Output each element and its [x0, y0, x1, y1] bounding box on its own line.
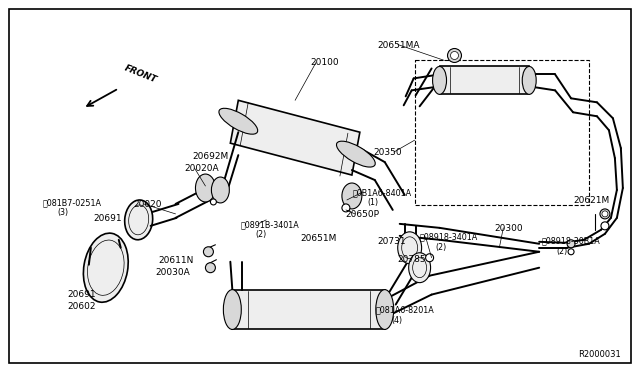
Text: (1): (1): [368, 198, 379, 207]
Text: 20650P: 20650P: [345, 210, 379, 219]
Text: 20692M: 20692M: [193, 152, 228, 161]
Ellipse shape: [337, 141, 375, 167]
Ellipse shape: [433, 67, 447, 94]
Text: 20651MA: 20651MA: [378, 41, 420, 49]
Ellipse shape: [125, 200, 153, 240]
Text: 20020A: 20020A: [184, 164, 219, 173]
Circle shape: [205, 263, 216, 273]
Bar: [415, 61, 589, 205]
Text: Ⓑ081B7-0251A: Ⓑ081B7-0251A: [43, 198, 102, 207]
Text: 20731: 20731: [378, 237, 406, 246]
Polygon shape: [230, 100, 360, 175]
Circle shape: [451, 51, 458, 60]
Circle shape: [600, 209, 610, 219]
Text: Ⓚ08918-30B1A: Ⓚ08918-30B1A: [541, 237, 600, 246]
Text: (2): (2): [436, 243, 447, 252]
Text: 20100: 20100: [310, 58, 339, 67]
Ellipse shape: [409, 253, 431, 283]
Text: (3): (3): [57, 208, 68, 217]
Ellipse shape: [397, 232, 422, 264]
Text: 20691: 20691: [94, 214, 122, 223]
Ellipse shape: [223, 290, 241, 330]
Ellipse shape: [211, 177, 229, 203]
Text: 20350: 20350: [374, 148, 403, 157]
Circle shape: [601, 222, 609, 230]
Text: 20621M: 20621M: [573, 196, 609, 205]
Ellipse shape: [342, 183, 362, 209]
Circle shape: [342, 204, 350, 212]
Text: Ⓚ0891B-3401A: Ⓚ0891B-3401A: [240, 220, 299, 229]
Text: 20651M: 20651M: [300, 234, 337, 243]
Circle shape: [426, 254, 433, 262]
Ellipse shape: [195, 174, 216, 202]
Text: 20785: 20785: [397, 255, 426, 264]
Text: R2000031: R2000031: [578, 350, 621, 359]
Circle shape: [602, 211, 608, 217]
Ellipse shape: [522, 67, 536, 94]
Ellipse shape: [83, 233, 128, 302]
Text: (4): (4): [392, 315, 403, 324]
Text: Ⓑ0B1A6-8401A: Ⓑ0B1A6-8401A: [353, 188, 412, 197]
Circle shape: [447, 48, 461, 62]
Text: 20300: 20300: [494, 224, 523, 233]
Circle shape: [567, 240, 575, 248]
Ellipse shape: [376, 290, 394, 330]
Ellipse shape: [219, 108, 258, 134]
Circle shape: [211, 199, 216, 205]
Circle shape: [568, 249, 574, 255]
Circle shape: [204, 247, 213, 257]
Text: Ⓚ08918-3401A: Ⓚ08918-3401A: [420, 233, 478, 242]
Text: 20611N: 20611N: [159, 256, 194, 265]
Text: 20020: 20020: [134, 200, 162, 209]
Text: Ⓑ081A6-8201A: Ⓑ081A6-8201A: [376, 305, 435, 315]
Polygon shape: [440, 67, 529, 94]
Text: 20030A: 20030A: [156, 268, 190, 277]
Polygon shape: [232, 290, 385, 330]
Text: FRONT: FRONT: [123, 63, 158, 84]
Text: (2): (2): [255, 230, 266, 239]
Text: 20691: 20691: [67, 290, 95, 299]
Text: (2): (2): [556, 247, 568, 256]
Text: 20602: 20602: [67, 302, 95, 311]
